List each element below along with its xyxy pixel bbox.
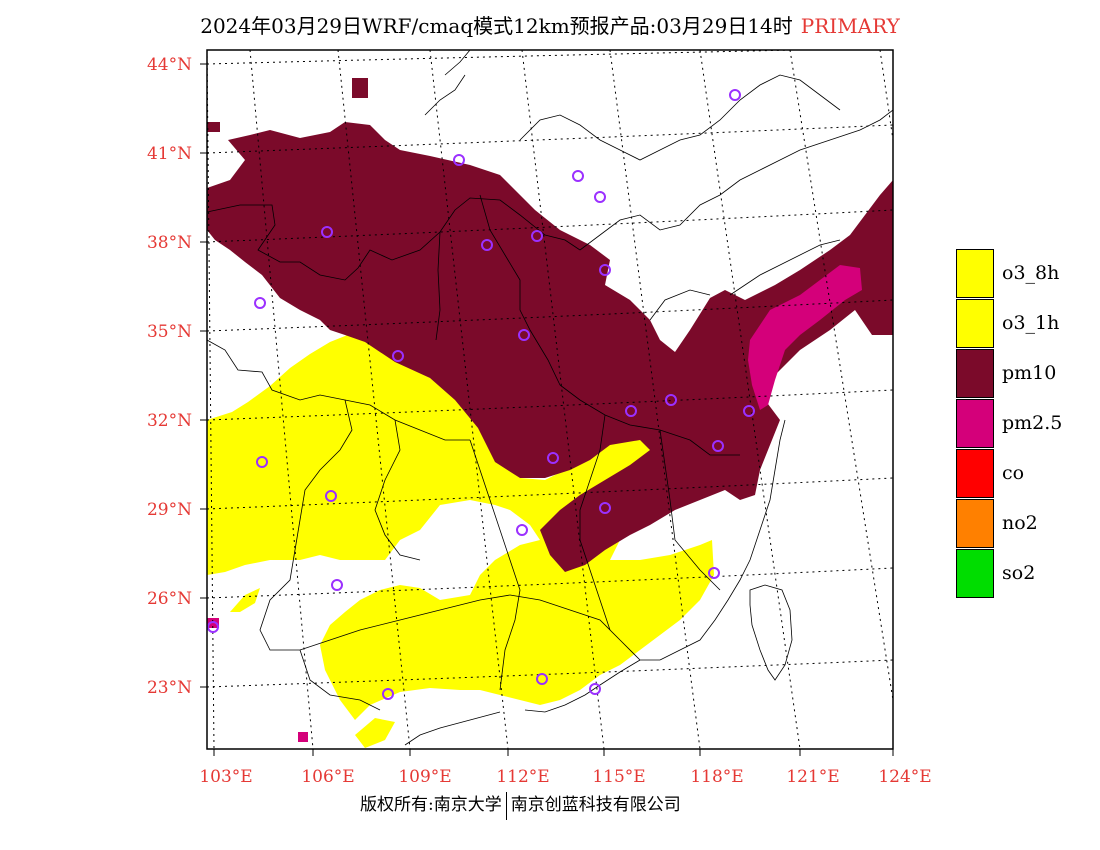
station-marker: [572, 170, 584, 182]
pm10-patch-west: [207, 122, 220, 132]
legend-label: o3_1h: [1002, 312, 1060, 334]
station-marker: [531, 230, 543, 242]
o3-patch-left: [230, 588, 260, 612]
legend-item-so2: so2: [956, 549, 1096, 599]
legend-label: o3_8h: [1002, 262, 1060, 284]
station-marker: [625, 405, 637, 417]
legend-label: so2: [1002, 562, 1036, 584]
station-marker: [712, 440, 724, 452]
legend-item-o3-1h: o3_1h: [956, 299, 1096, 349]
station-marker: [599, 502, 611, 514]
pm10-region: [207, 122, 893, 572]
legend-swatch: [956, 549, 994, 598]
legend-label: co: [1002, 462, 1025, 484]
legend-swatch: [956, 349, 994, 398]
pm10-patch-north: [352, 78, 368, 98]
legend-label: pm10: [1002, 362, 1057, 384]
copyright-separator: [505, 791, 507, 820]
copyright: 版权所有:南京大学 南京创蓝科技有限公司: [360, 790, 681, 820]
lon-label: 124°E: [878, 767, 931, 787]
lat-label: 35°N: [147, 322, 192, 342]
legend-swatch: [956, 299, 994, 348]
map-content: [207, 50, 893, 749]
station-marker: [207, 621, 219, 633]
station-marker: [518, 329, 530, 341]
station-marker: [392, 350, 404, 362]
station-marker: [743, 405, 755, 417]
lon-label: 106°E: [301, 767, 354, 787]
legend-label: no2: [1002, 512, 1038, 534]
copyright-left: 版权所有:南京大学: [360, 795, 502, 815]
legend-swatch: [956, 449, 994, 498]
station-marker: [331, 579, 343, 591]
copyright-right: 南京创蓝科技有限公司: [510, 795, 681, 815]
station-marker: [321, 226, 333, 238]
station-marker: [516, 524, 528, 536]
pm25-region: [748, 265, 862, 410]
station-marker: [382, 688, 394, 700]
lon-label: 121°E: [786, 767, 839, 787]
pm25-patch-south: [298, 732, 308, 742]
station-marker: [594, 191, 606, 203]
o3-region: [207, 334, 720, 720]
station-markers: [207, 89, 755, 700]
lon-label: 115°E: [592, 767, 645, 787]
map-title: 2024年03月29日WRF/cmaq模式12km预报产品:03月29日14时 P…: [0, 10, 1100, 39]
boundary-lines: [207, 50, 893, 746]
legend-swatch: [956, 499, 994, 548]
legend-label: pm2.5: [1002, 412, 1063, 434]
lon-label: 112°E: [496, 767, 549, 787]
station-marker: [453, 154, 465, 166]
station-marker: [325, 490, 337, 502]
lon-label: 109°E: [398, 767, 451, 787]
lat-label: 26°N: [147, 589, 192, 609]
legend-item-pm10: pm10: [956, 349, 1096, 399]
legend-item-o3-8h: o3_8h: [956, 249, 1096, 299]
lat-label: 38°N: [147, 233, 192, 253]
longitude-axis: 103°E 106°E 109°E 112°E 115°E 118°E 121°…: [199, 749, 932, 787]
legend-item-co: co: [956, 449, 1096, 499]
lat-label: 44°N: [147, 55, 192, 75]
lat-label: 23°N: [147, 678, 192, 698]
graticule: [207, 50, 893, 749]
lat-label: 29°N: [147, 500, 192, 520]
lon-label: 118°E: [690, 767, 743, 787]
station-marker: [708, 567, 720, 579]
title-tag: PRIMARY: [800, 14, 900, 38]
legend-swatch: [956, 399, 994, 448]
o3-patch-south: [355, 718, 395, 748]
title-main: 2024年03月29日WRF/cmaq模式12km预报产品:03月29日14时: [200, 14, 793, 38]
legend: o3_8h o3_1h pm10 pm2.5 co no2 so2: [956, 249, 1096, 599]
station-marker: [256, 456, 268, 468]
legend-item-no2: no2: [956, 499, 1096, 549]
lat-label: 32°N: [147, 411, 192, 431]
lat-label: 41°N: [147, 144, 192, 164]
legend-swatch: [956, 249, 994, 298]
map-frame: [206, 49, 894, 750]
station-marker: [536, 673, 548, 685]
station-marker: [729, 89, 741, 101]
station-marker: [599, 264, 611, 276]
station-marker: [481, 239, 493, 251]
station-marker: [254, 297, 266, 309]
station-marker: [665, 394, 677, 406]
station-marker: [547, 452, 559, 464]
station-marker: [589, 683, 601, 695]
latitude-axis: 44°N 41°N 38°N 35°N 32°N 29°N 26°N 23°N: [147, 55, 207, 698]
legend-item-pm25: pm2.5: [956, 399, 1096, 449]
lon-label: 103°E: [199, 767, 252, 787]
